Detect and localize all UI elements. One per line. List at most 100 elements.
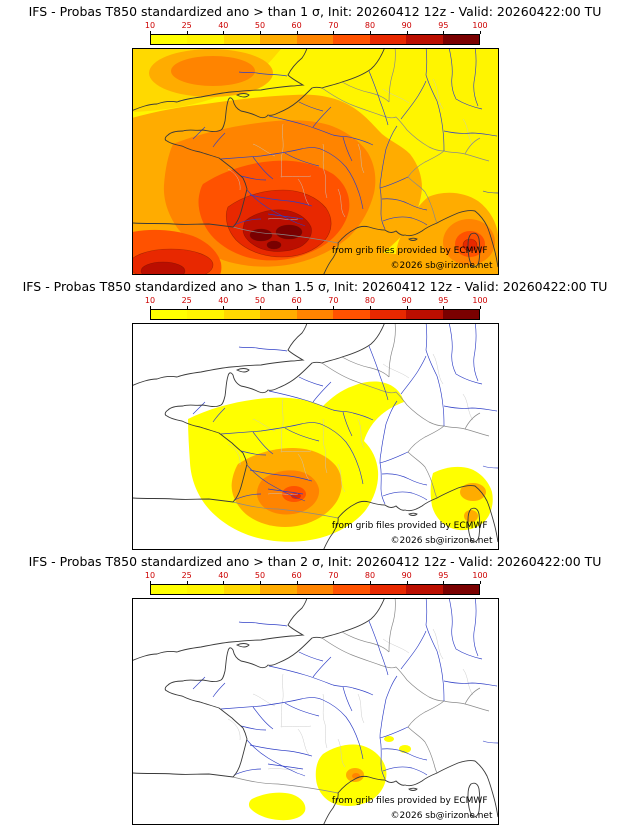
- panel-title: IFS - Probas T850 standardized ano > tha…: [28, 4, 602, 19]
- colorbar-segment: [406, 585, 443, 594]
- colorbar-tick-labels: 10 25 40 50 60 70 80 90 95 100: [145, 21, 488, 31]
- map-prob-gt-1sigma: from grib files provided by ECMWF ©2026 …: [131, 48, 499, 275]
- colorbar-segment: [442, 585, 479, 594]
- colorbar-tick: [223, 31, 225, 34]
- map-canvas-1point5sigma: [132, 324, 498, 549]
- colorbar-tick-label: 50: [254, 296, 266, 305]
- colorbar-tick: [370, 306, 371, 309]
- colorbar-tick: [259, 581, 261, 584]
- colorbar-segment: [369, 35, 407, 44]
- colorbar-tick: [370, 581, 371, 584]
- colorbar-tick-label: 80: [364, 571, 376, 580]
- colorbar-segment: [151, 585, 188, 594]
- colorbar-tick-label: 70: [328, 296, 339, 305]
- prob-area-95: [249, 228, 272, 242]
- colorbar-tick: [150, 31, 151, 34]
- colorbar-tick-label: 80: [364, 21, 376, 30]
- colorbar-tick-labels: 10 25 40 50 60 70 80 90 95 100: [145, 296, 488, 306]
- colorbar-tick-label: 80: [364, 296, 376, 305]
- colorbar-tick: [259, 31, 261, 34]
- colorbar-segment: [223, 585, 261, 594]
- colorbar-segment: [333, 310, 370, 319]
- copyright-note: ©2026 sb@irizone.net: [390, 536, 493, 546]
- colorbar-tick: [406, 31, 408, 34]
- colorbar-tick-label: 60: [291, 296, 302, 305]
- colorbar-ticks: [150, 31, 481, 34]
- colorbar-segment: [187, 35, 224, 44]
- prob-area-10: [383, 736, 394, 742]
- colorbar-segment: [406, 310, 443, 319]
- colorbar-tick: [443, 31, 445, 34]
- colorbar-tick-label: 50: [254, 21, 266, 30]
- panel-title: IFS - Probas T850 standardized ano > tha…: [22, 279, 608, 294]
- prob-shading-layer: [132, 49, 498, 274]
- colorbar-segment: [296, 35, 334, 44]
- colorbar-segment: [187, 585, 224, 594]
- colorbar-segment: [151, 310, 188, 319]
- colorbar-tick-label: 70: [328, 571, 339, 580]
- panel-prob-gt-1point5sigma: IFS - Probas T850 standardized ano > tha…: [0, 275, 630, 550]
- colorbar-segment: [260, 35, 297, 44]
- ecmwf-credit: from grib files provided by ECMWF: [331, 796, 488, 806]
- colorbar-scale: [150, 34, 480, 45]
- ecmwf-credit: from grib files provided by ECMWF: [331, 521, 488, 531]
- colorbar-tick-label: 90: [401, 296, 412, 305]
- probability-colorbar: 10 25 40 50 60 70 80 90 95 100: [145, 21, 488, 45]
- colorbar-tick-labels: 10 25 40 50 60 70 80 90 95 100: [145, 571, 488, 581]
- prob-area-95: [275, 224, 302, 240]
- prob-area-95: [266, 240, 281, 250]
- colorbar-segment: [442, 35, 479, 44]
- prob-area-50: [463, 510, 478, 522]
- ecmwf-credit: from grib files provided by ECMWF: [331, 246, 488, 256]
- basemap: [132, 599, 498, 824]
- colorbar-segment: [260, 310, 297, 319]
- colorbar-tick-label: 40: [218, 296, 229, 305]
- colorbar-segment: [369, 585, 407, 594]
- panel-prob-gt-1sigma: IFS - Probas T850 standardized ano > tha…: [0, 0, 630, 275]
- colorbar-segment: [442, 310, 479, 319]
- map-prob-gt-1point5sigma: from grib files provided by ECMWF ©2026 …: [131, 323, 499, 550]
- prob-area-10: [398, 745, 411, 753]
- probability-colorbar: 10 25 40 50 60 70 80 90 95 100: [145, 296, 488, 320]
- colorbar-tick: [296, 581, 298, 584]
- prob-area-10: [248, 792, 305, 821]
- copyright-note: ©2026 sb@irizone.net: [390, 261, 493, 271]
- colorbar-tick: [150, 306, 151, 309]
- colorbar-tick-label: 25: [181, 296, 192, 305]
- colorbar-tick: [186, 581, 188, 584]
- colorbar-tick-label: 60: [291, 571, 302, 580]
- colorbar-tick-label: 25: [181, 571, 192, 580]
- colorbar-tick: [186, 306, 188, 309]
- prob-shading-layer: [187, 381, 493, 542]
- colorbar-tick: [480, 581, 481, 584]
- colorbar-segment: [223, 310, 261, 319]
- colorbar-tick: [370, 31, 371, 34]
- colorbar-tick-label: 100: [472, 21, 488, 30]
- map-canvas-1sigma: [132, 49, 498, 274]
- colorbar-tick: [333, 31, 335, 34]
- colorbar-segment: [333, 585, 370, 594]
- map-prob-gt-2sigma: from grib files provided by ECMWF ©2026 …: [131, 598, 499, 825]
- colorbar-tick-label: 60: [291, 21, 302, 30]
- high-prob-contours: [132, 189, 477, 274]
- colorbar-segment: [406, 35, 443, 44]
- colorbar-tick: [223, 581, 225, 584]
- colorbar-tick: [443, 306, 445, 309]
- probability-colorbar: 10 25 40 50 60 70 80 90 95 100: [145, 571, 488, 595]
- colorbar-scale: [150, 309, 480, 320]
- colorbar-tick-label: 25: [181, 21, 192, 30]
- copyright-note: ©2026 sb@irizone.net: [390, 811, 493, 821]
- colorbar-tick: [406, 306, 408, 309]
- colorbar-tick: [406, 581, 408, 584]
- prob-area-80: [462, 238, 477, 252]
- colorbar-tick-label: 40: [218, 571, 229, 580]
- colorbar-segment: [223, 35, 261, 44]
- colorbar-segment: [151, 35, 188, 44]
- colorbar-ticks: [150, 581, 481, 584]
- colorbar-tick-label: 40: [218, 21, 229, 30]
- colorbar-segment: [187, 310, 224, 319]
- colorbar-tick: [333, 581, 335, 584]
- prob-area-90: [140, 261, 185, 274]
- colorbar-segment: [296, 585, 334, 594]
- colorbar-tick-label: 95: [438, 296, 449, 305]
